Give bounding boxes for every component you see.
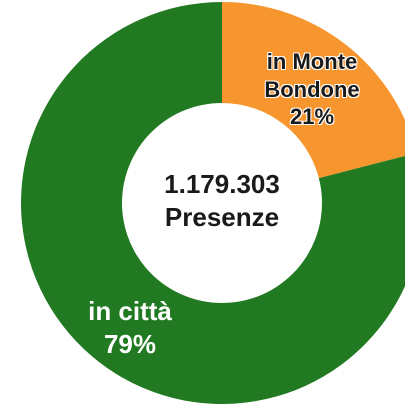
slice-label: in Monte Bondone 21% bbox=[232, 48, 392, 131]
category-label: in Monte Bondone bbox=[264, 49, 360, 102]
total-name: Presenze bbox=[164, 201, 280, 232]
value-label: 21% bbox=[289, 104, 335, 129]
total-value: 1.179.303 bbox=[164, 169, 280, 199]
category-label: in città bbox=[88, 296, 172, 326]
center-label: 1.179.303 Presenze bbox=[132, 168, 312, 233]
slice-label: in città 79% bbox=[50, 295, 210, 360]
value-label: 79% bbox=[103, 328, 157, 359]
slice bbox=[21, 2, 405, 404]
slice bbox=[222, 2, 405, 179]
